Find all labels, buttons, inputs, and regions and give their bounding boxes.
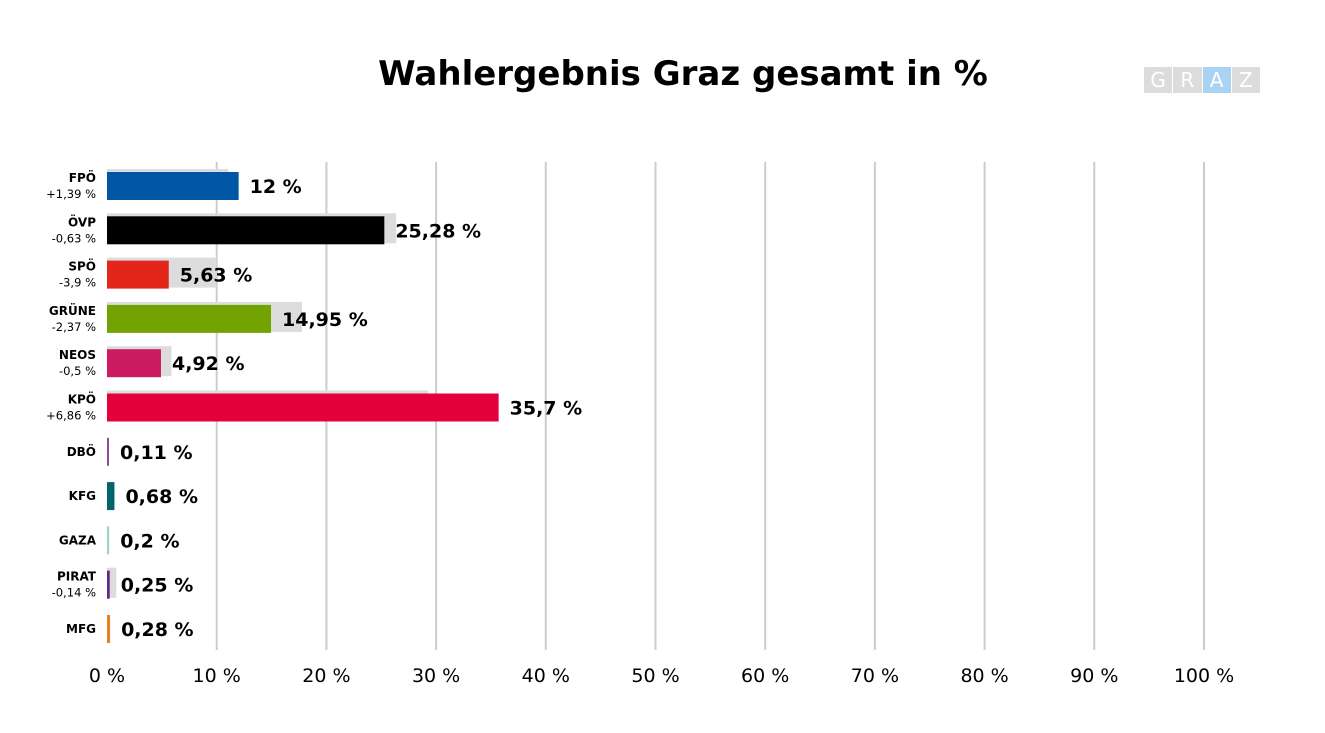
x-tick-label-20: 20 % — [302, 665, 350, 687]
category-label-kfg: KFG — [69, 489, 96, 503]
x-tick-label-0: 0 % — [89, 665, 125, 687]
category-label-gruene: GRÜNE — [49, 303, 96, 318]
change-label-gruene: -2,37 % — [52, 320, 96, 334]
category-label-pirat: PIRAT — [57, 570, 97, 584]
previous-bar-pirat — [107, 567, 117, 598]
category-label-oevp: ÖVP — [68, 214, 96, 229]
change-label-oevp: -0,63 % — [52, 231, 96, 245]
graz-logo: G R A Z — [1144, 67, 1260, 93]
value-label-kpoe: 35,7 % — [510, 398, 583, 420]
bar-dboe — [107, 437, 109, 466]
x-tick-label-30: 30 % — [412, 665, 460, 687]
bar-gaza — [107, 526, 110, 555]
x-tick-label-10: 10 % — [193, 665, 241, 687]
category-label-neos: NEOS — [59, 348, 96, 362]
value-label-mfg: 0,28 % — [121, 619, 194, 641]
category-label-dboe: DBÖ — [67, 444, 96, 459]
bar-gruene — [107, 304, 272, 333]
bar-neos — [107, 349, 161, 378]
logo-letter-a: A — [1202, 67, 1231, 93]
logo-letter-g: G — [1144, 67, 1173, 93]
bar-spoe — [107, 260, 169, 289]
logo-letter-z: Z — [1231, 67, 1260, 93]
bars — [107, 169, 499, 643]
category-label-gaza: GAZA — [59, 533, 97, 547]
category-label-mfg: MFG — [66, 622, 96, 636]
change-label-fpoe: +1,39 % — [46, 187, 96, 201]
x-tick-label-80: 80 % — [960, 665, 1008, 687]
category-label-kpoe: KPÖ — [68, 392, 96, 407]
x-axis: 0 % 10 % 20 % 30 % 40 % 50 % 60 % 70 % 80 % 90 % 1… — [89, 665, 1234, 687]
value-label-gruene: 14,95 % — [282, 309, 368, 331]
category-label-spoe: SPÖ — [68, 259, 96, 274]
x-tick-label-40: 40 % — [522, 665, 570, 687]
value-label-dboe: 0,11 % — [120, 442, 193, 464]
value-label-spoe: 5,63 % — [180, 265, 253, 287]
x-tick-label-60: 60 % — [741, 665, 789, 687]
bar-kpoe — [107, 393, 499, 422]
bar-kfg — [107, 482, 115, 511]
x-tick-label-90: 90 % — [1070, 665, 1118, 687]
x-tick-label-50: 50 % — [631, 665, 679, 687]
change-label-pirat: -0,14 % — [52, 586, 96, 600]
value-label-gaza: 0,2 % — [120, 530, 179, 552]
category-label-fpoe: FPÖ — [69, 170, 96, 185]
change-label-kpoe: +6,86 % — [46, 409, 96, 423]
bar-mfg — [107, 615, 111, 643]
bar-oevp — [107, 216, 385, 245]
bar-pirat — [107, 570, 110, 599]
change-label-spoe: -3,9 % — [59, 276, 96, 290]
value-label-oevp: 25,28 % — [395, 220, 481, 242]
x-tick-label-100: 100 % — [1174, 665, 1234, 687]
labels: 12 % FPÖ +1,39 % 25,28 % ÖVP -0,63 % 5,63 % SPÖ… — [46, 170, 582, 641]
bar-fpoe — [107, 172, 239, 200]
change-label-neos: -0,5 % — [59, 364, 96, 378]
value-label-neos: 4,92 % — [172, 353, 245, 375]
value-label-pirat: 0,25 % — [121, 575, 194, 597]
x-tick-label-70: 70 % — [851, 665, 899, 687]
chart-title: Wahlergebnis Graz gesamt in % — [378, 54, 988, 94]
logo-letter-r: R — [1173, 67, 1202, 93]
value-label-kfg: 0,68 % — [125, 486, 198, 508]
value-label-fpoe: 12 % — [250, 176, 302, 198]
